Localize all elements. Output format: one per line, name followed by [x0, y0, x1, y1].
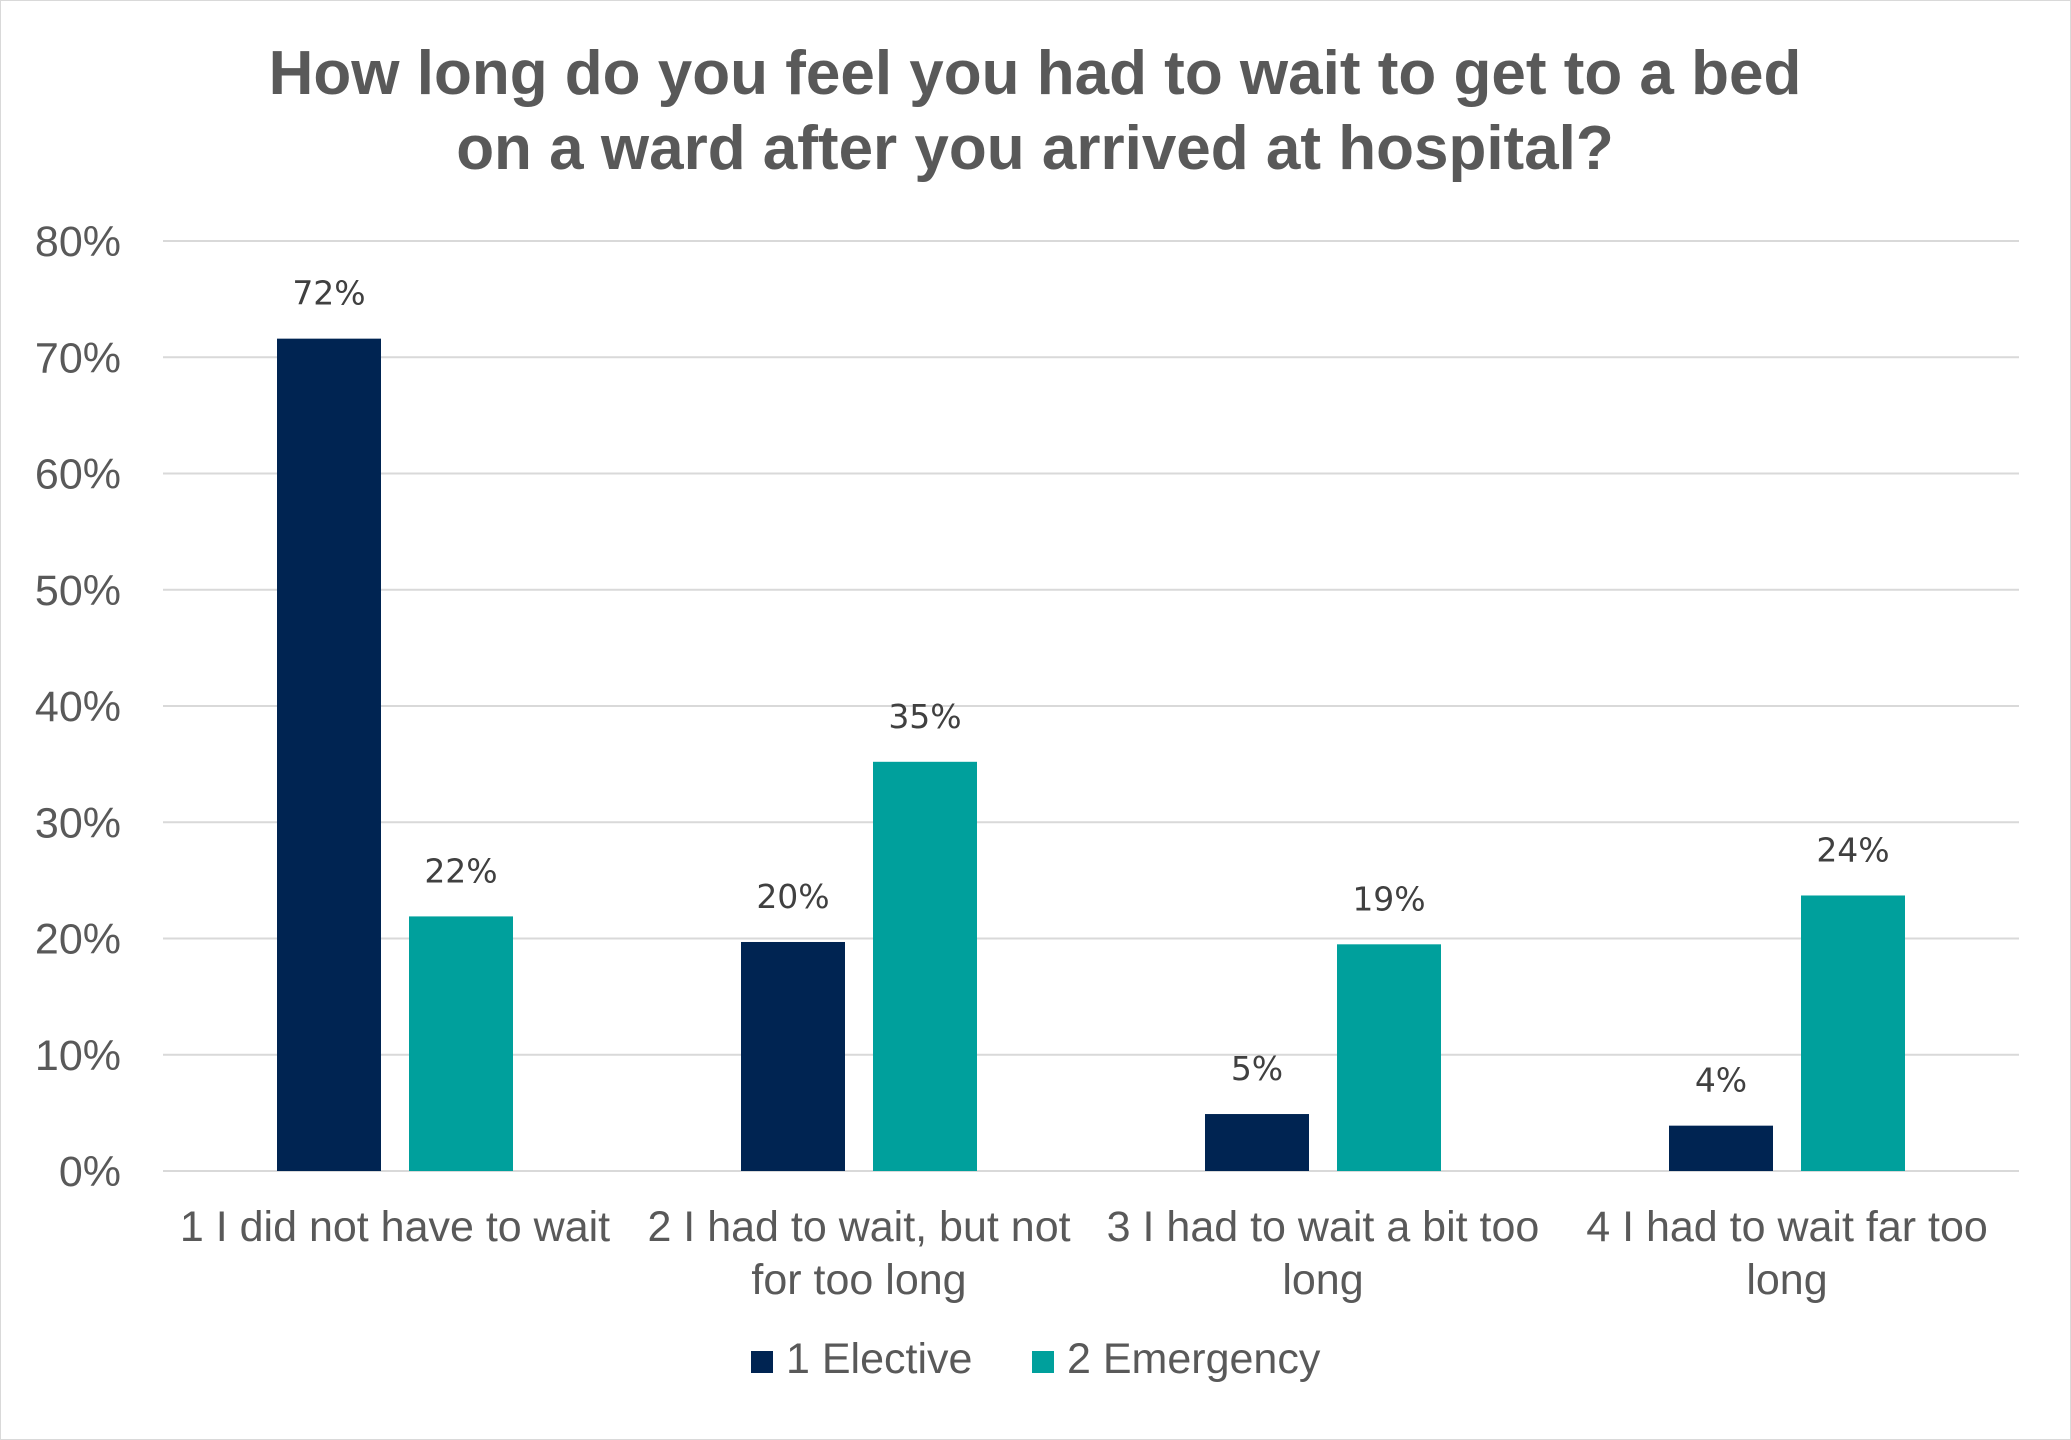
chart-title: How long do you feel you had to wait to … — [269, 39, 1802, 183]
y-tick-label: 20% — [35, 916, 121, 964]
bar-elective-1 — [277, 338, 381, 1171]
chart-title-line-1: How long do you feel you had to wait to … — [269, 39, 1802, 108]
x-tick-label-2: for too long — [751, 1256, 966, 1304]
bar-elective-2 — [741, 941, 845, 1171]
data-label: 72% — [292, 274, 365, 313]
bar-emergency-1 — [409, 916, 513, 1171]
legend: 1 Elective 2 Emergency — [751, 1335, 1321, 1383]
x-tick-label-3: long — [1282, 1256, 1363, 1304]
y-tick-label: 10% — [35, 1032, 121, 1080]
legend-swatch-emergency — [1032, 1351, 1054, 1373]
y-tick-label: 80% — [35, 218, 121, 266]
y-axis-ticks: 0% 10% 20% 30% 40% 50% 60% 70% 80% — [35, 218, 121, 1196]
y-tick-label: 60% — [35, 451, 121, 499]
y-tick-label: 30% — [35, 799, 121, 847]
data-label: 19% — [1352, 879, 1425, 918]
data-labels: 72% 20% 5% 4% 22% 35% 19% 24% — [292, 274, 1889, 1100]
chart-title-line-2: on a ward after you arrived at hospital? — [456, 114, 1614, 183]
bar-elective-3 — [1205, 1114, 1309, 1171]
data-label: 20% — [756, 877, 829, 916]
data-label: 24% — [1816, 830, 1889, 869]
bar-elective-4 — [1669, 1125, 1773, 1171]
legend-label-elective: 1 Elective — [786, 1335, 972, 1383]
data-label: 4% — [1695, 1061, 1747, 1100]
x-tick-label-4: 4 I had to wait far too — [1586, 1203, 1988, 1251]
y-tick-label: 0% — [59, 1148, 121, 1196]
bar-emergency-3 — [1337, 944, 1441, 1171]
data-label: 22% — [424, 851, 497, 890]
bar-emergency-4 — [1801, 895, 1905, 1171]
y-tick-label: 70% — [35, 334, 121, 382]
y-tick-label: 40% — [35, 683, 121, 731]
data-label: 5% — [1231, 1049, 1283, 1088]
x-tick-label-1: 1 I did not have to wait — [180, 1203, 610, 1251]
bar-emergency-2 — [873, 761, 977, 1171]
x-tick-label-4: long — [1746, 1256, 1827, 1304]
x-tick-label-3: 3 I had to wait a bit too — [1107, 1203, 1540, 1251]
y-tick-label: 50% — [35, 567, 121, 615]
data-label: 35% — [888, 697, 961, 736]
bars — [277, 338, 1905, 1171]
legend-swatch-elective — [751, 1351, 773, 1373]
x-tick-label-2: 2 I had to wait, but not — [647, 1203, 1070, 1251]
legend-label-emergency: 2 Emergency — [1067, 1335, 1321, 1383]
x-axis-ticks: 1 I did not have to wait 2 I had to wait,… — [180, 1203, 1988, 1304]
